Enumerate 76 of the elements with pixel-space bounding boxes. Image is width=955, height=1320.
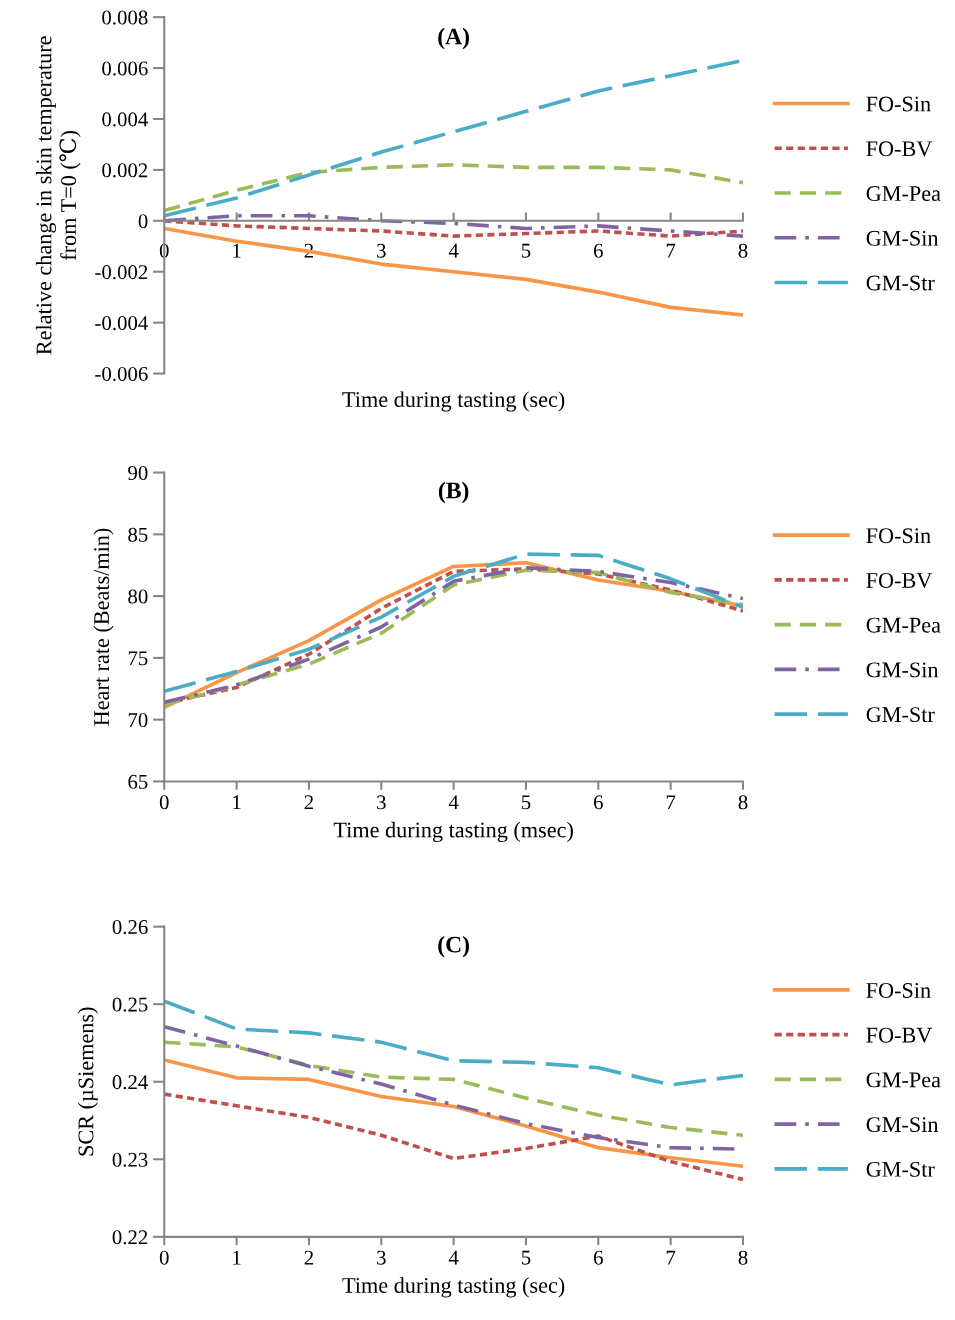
- chart-title: (A): [438, 27, 469, 50]
- legend-label: FO-Sin: [866, 96, 931, 112]
- y-tick-label: 0.25: [112, 997, 148, 1012]
- line-series: [164, 1058, 743, 1169]
- y-tick-label: 0.002: [102, 163, 148, 178]
- y-tick-label: 0.23: [112, 1152, 148, 1167]
- y-tick-label: -0.004: [95, 316, 148, 331]
- x-tick-label: 8: [738, 795, 748, 810]
- y-tick-label: 85: [128, 527, 148, 542]
- x-tick-label: 2: [304, 1250, 313, 1265]
- x-tick-label: 4: [448, 243, 459, 258]
- x-tick-label: 1: [233, 243, 241, 258]
- legend-label: GM-Str: [866, 275, 935, 291]
- y-axis-title: SCR (µSiemens): [77, 1007, 98, 1156]
- line-series: [164, 58, 743, 218]
- x-axis-title: Time during tasting (msec): [333, 821, 573, 843]
- y-tick-label: 65: [128, 774, 148, 789]
- x-tick-label: 6: [593, 795, 603, 810]
- line-series: [164, 999, 743, 1087]
- x-axis-title: Time during tasting (sec): [342, 391, 565, 412]
- x-tick-label: 2: [304, 795, 313, 810]
- line-series: [164, 1040, 743, 1138]
- x-tick-label: 8: [738, 1250, 748, 1265]
- x-tick-label: 6: [593, 1250, 603, 1265]
- chart-title: (B): [438, 481, 469, 504]
- y-tick-label: 0.26: [112, 920, 148, 935]
- y-tick-label: -0.006: [95, 366, 148, 382]
- chart-title: (C): [438, 935, 469, 958]
- line-series: [164, 552, 743, 694]
- x-tick-label: 3: [377, 1250, 386, 1265]
- y-tick-label: 75: [128, 651, 148, 666]
- y-tick-label: 0.008: [102, 10, 148, 25]
- legend-label: GM-Str: [866, 1161, 935, 1177]
- y-tick-label: 0.24: [112, 1075, 148, 1090]
- legend-label: GM-Pea: [866, 1072, 941, 1088]
- legend-label: FO-Sin: [866, 982, 931, 998]
- y-tick-label: 0.22: [112, 1230, 148, 1245]
- legend-label: GM-Sin: [866, 230, 939, 246]
- legend-label: FO-BV: [866, 1027, 933, 1043]
- x-tick-label: 5: [521, 1250, 531, 1265]
- x-tick-label: 3: [377, 795, 386, 810]
- x-tick-label: 4: [448, 1250, 459, 1265]
- legend-label: GM-Pea: [866, 186, 941, 201]
- legend-label: GM-Str: [866, 707, 935, 723]
- legend-label: FO-Sin: [866, 528, 931, 544]
- line-series: [164, 1092, 743, 1182]
- x-tick-label: 0: [159, 1250, 169, 1265]
- y-tick-label: 70: [128, 713, 148, 728]
- x-tick-label: 3: [377, 243, 386, 258]
- legend-label: GM-Pea: [866, 617, 941, 633]
- y-axis-title: Relative change in skin temperature from T=0 (℃): [35, 36, 81, 355]
- x-tick-label: 7: [666, 1250, 676, 1265]
- x-tick-label: 1: [233, 795, 241, 810]
- legend-label: FO-BV: [866, 141, 933, 157]
- y-tick-label: 0.006: [102, 61, 148, 76]
- x-tick-label: 1: [233, 1250, 241, 1265]
- y-tick-label: -0.002: [95, 265, 148, 280]
- x-tick-label: 4: [448, 795, 459, 810]
- x-tick-label: 7: [666, 795, 676, 810]
- x-tick-label: 5: [521, 243, 531, 258]
- legend-label: GM-Sin: [866, 662, 939, 678]
- x-tick-label: 0: [159, 243, 169, 258]
- x-tick-label: 8: [738, 243, 748, 258]
- x-tick-label: 0: [159, 795, 169, 810]
- legend-label: FO-BV: [866, 572, 933, 589]
- y-tick-label: 90: [128, 465, 148, 480]
- x-tick-label: 5: [521, 795, 531, 810]
- y-tick-label: 0.004: [102, 112, 148, 127]
- line-series: [164, 163, 743, 213]
- y-tick-label: 0: [138, 214, 148, 229]
- legend-label: GM-Sin: [866, 1117, 939, 1133]
- x-tick-label: 6: [593, 243, 603, 258]
- x-axis-title: Time during tasting (sec): [342, 1277, 565, 1298]
- x-tick-label: 7: [666, 243, 676, 258]
- y-tick-label: 80: [128, 589, 148, 604]
- y-axis-title: Heart rate (Beats/min): [93, 528, 114, 726]
